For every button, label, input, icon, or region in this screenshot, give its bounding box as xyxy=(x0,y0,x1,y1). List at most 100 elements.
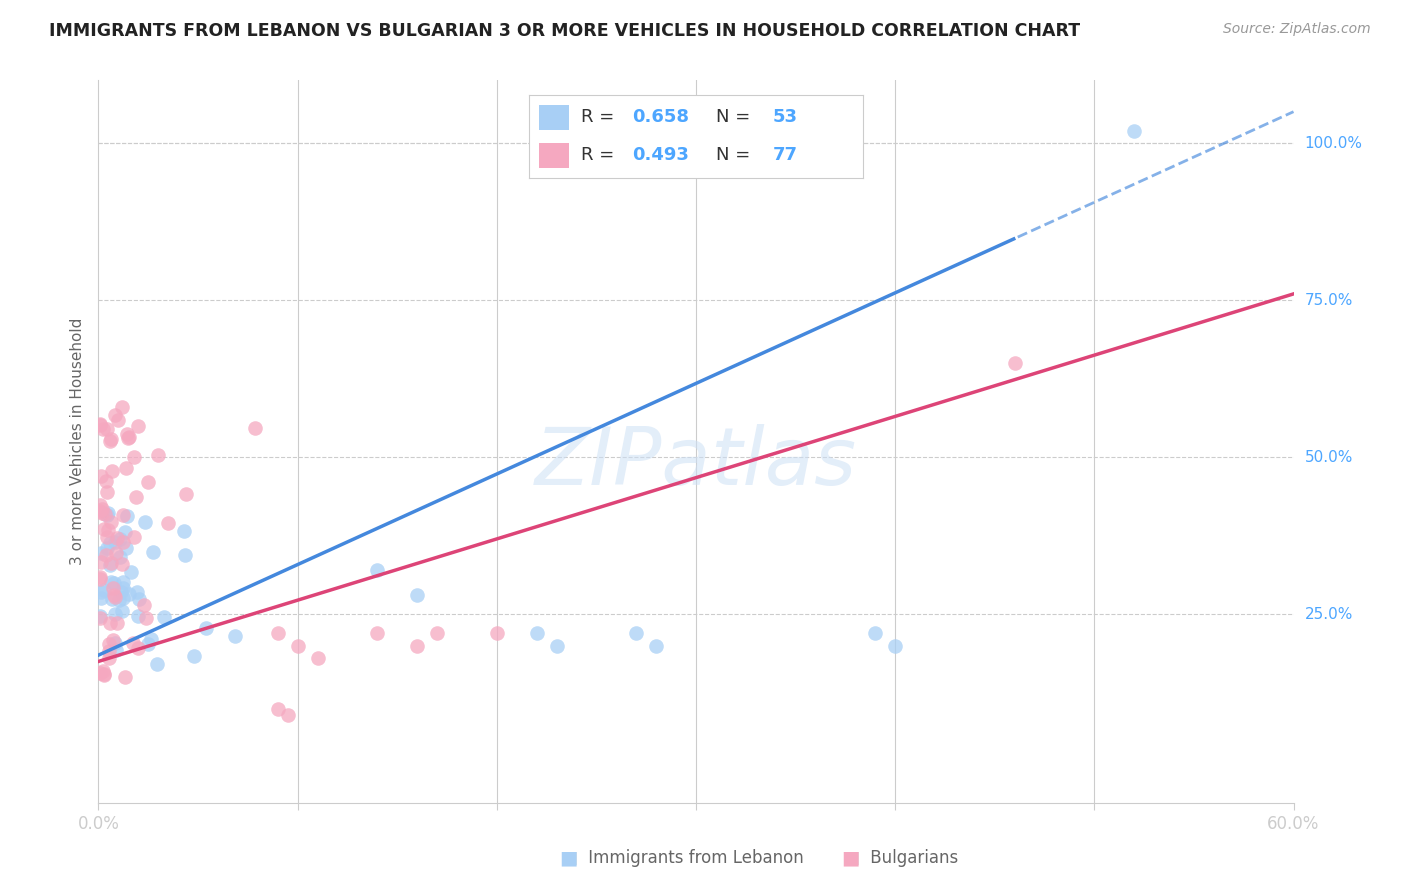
Point xyxy=(194,621,217,635)
Point xyxy=(111,508,134,523)
Point xyxy=(127,609,149,624)
Point xyxy=(90,469,112,483)
Text: ■: ■ xyxy=(841,848,859,868)
Point xyxy=(104,408,127,422)
Point xyxy=(103,581,125,595)
Point xyxy=(112,591,135,606)
Point xyxy=(111,400,134,414)
Point xyxy=(287,639,309,653)
Point xyxy=(101,592,124,607)
Point xyxy=(98,558,121,572)
Point xyxy=(104,591,127,605)
Point xyxy=(118,430,141,444)
Point xyxy=(115,509,138,524)
Point xyxy=(111,604,134,618)
Point xyxy=(104,636,127,650)
Point xyxy=(105,615,128,630)
Point xyxy=(142,544,165,558)
Point xyxy=(124,450,146,465)
Point xyxy=(111,581,134,595)
Point xyxy=(139,632,162,646)
Point xyxy=(89,417,111,432)
Point xyxy=(108,533,131,547)
Point xyxy=(156,516,179,531)
Point xyxy=(111,557,134,571)
Point xyxy=(97,506,120,520)
Point xyxy=(91,664,114,678)
Point xyxy=(111,535,134,549)
Point xyxy=(546,639,568,653)
Point xyxy=(90,585,112,599)
Point xyxy=(136,637,159,651)
Point xyxy=(115,427,138,442)
Point xyxy=(96,508,118,522)
Text: ■  Bulgarians: ■ Bulgarians xyxy=(844,849,957,867)
Point xyxy=(136,475,159,490)
Point xyxy=(267,701,290,715)
Point xyxy=(115,541,138,556)
Point xyxy=(1123,123,1146,137)
Point xyxy=(89,611,111,625)
Point xyxy=(526,626,548,640)
Point xyxy=(108,550,131,565)
Point xyxy=(94,474,117,488)
Point xyxy=(101,632,124,647)
Point xyxy=(96,422,118,436)
Point xyxy=(97,523,120,537)
Point xyxy=(183,649,205,664)
Point xyxy=(91,422,114,436)
Point xyxy=(110,585,132,599)
Point xyxy=(865,626,887,640)
Point xyxy=(101,464,124,478)
Point xyxy=(90,502,112,516)
Point xyxy=(98,434,121,448)
Text: ■: ■ xyxy=(560,848,578,868)
Point xyxy=(100,432,122,446)
Point xyxy=(112,575,135,590)
Point xyxy=(94,548,117,562)
Point xyxy=(89,504,111,518)
Text: 50.0%: 50.0% xyxy=(1305,450,1353,465)
Point xyxy=(118,587,141,601)
Point xyxy=(645,639,668,653)
Text: ■  Immigrants from Lebanon: ■ Immigrants from Lebanon xyxy=(562,849,804,867)
Point xyxy=(100,575,122,590)
Point xyxy=(243,421,266,435)
Point xyxy=(152,610,174,624)
Point xyxy=(96,541,118,555)
Text: ZIPatlas: ZIPatlas xyxy=(534,425,858,502)
Point xyxy=(406,639,429,653)
Point xyxy=(366,626,388,640)
Point xyxy=(103,588,125,602)
Point xyxy=(114,670,136,684)
Point xyxy=(108,592,131,607)
Point xyxy=(115,460,138,475)
Point xyxy=(98,644,121,658)
Point xyxy=(127,641,149,656)
Point xyxy=(93,522,115,536)
Point xyxy=(90,555,112,569)
Point xyxy=(89,570,111,584)
Point xyxy=(127,418,149,433)
Point xyxy=(485,626,508,640)
Point xyxy=(173,524,195,539)
Point xyxy=(103,575,125,590)
Point xyxy=(146,448,169,462)
Point xyxy=(120,565,142,579)
Point xyxy=(366,563,388,577)
Point xyxy=(426,626,449,640)
Text: 100.0%: 100.0% xyxy=(1305,136,1362,151)
Point xyxy=(173,548,195,562)
Point xyxy=(125,585,148,599)
Point xyxy=(884,639,907,653)
Point xyxy=(89,572,111,586)
Point xyxy=(135,610,157,624)
Text: 25.0%: 25.0% xyxy=(1305,607,1353,622)
Point xyxy=(104,607,127,621)
Point xyxy=(125,490,148,504)
Point xyxy=(90,546,112,560)
Y-axis label: 3 or more Vehicles in Household: 3 or more Vehicles in Household xyxy=(69,318,84,566)
Point xyxy=(146,657,169,672)
Point xyxy=(406,589,429,603)
Point xyxy=(89,498,111,512)
